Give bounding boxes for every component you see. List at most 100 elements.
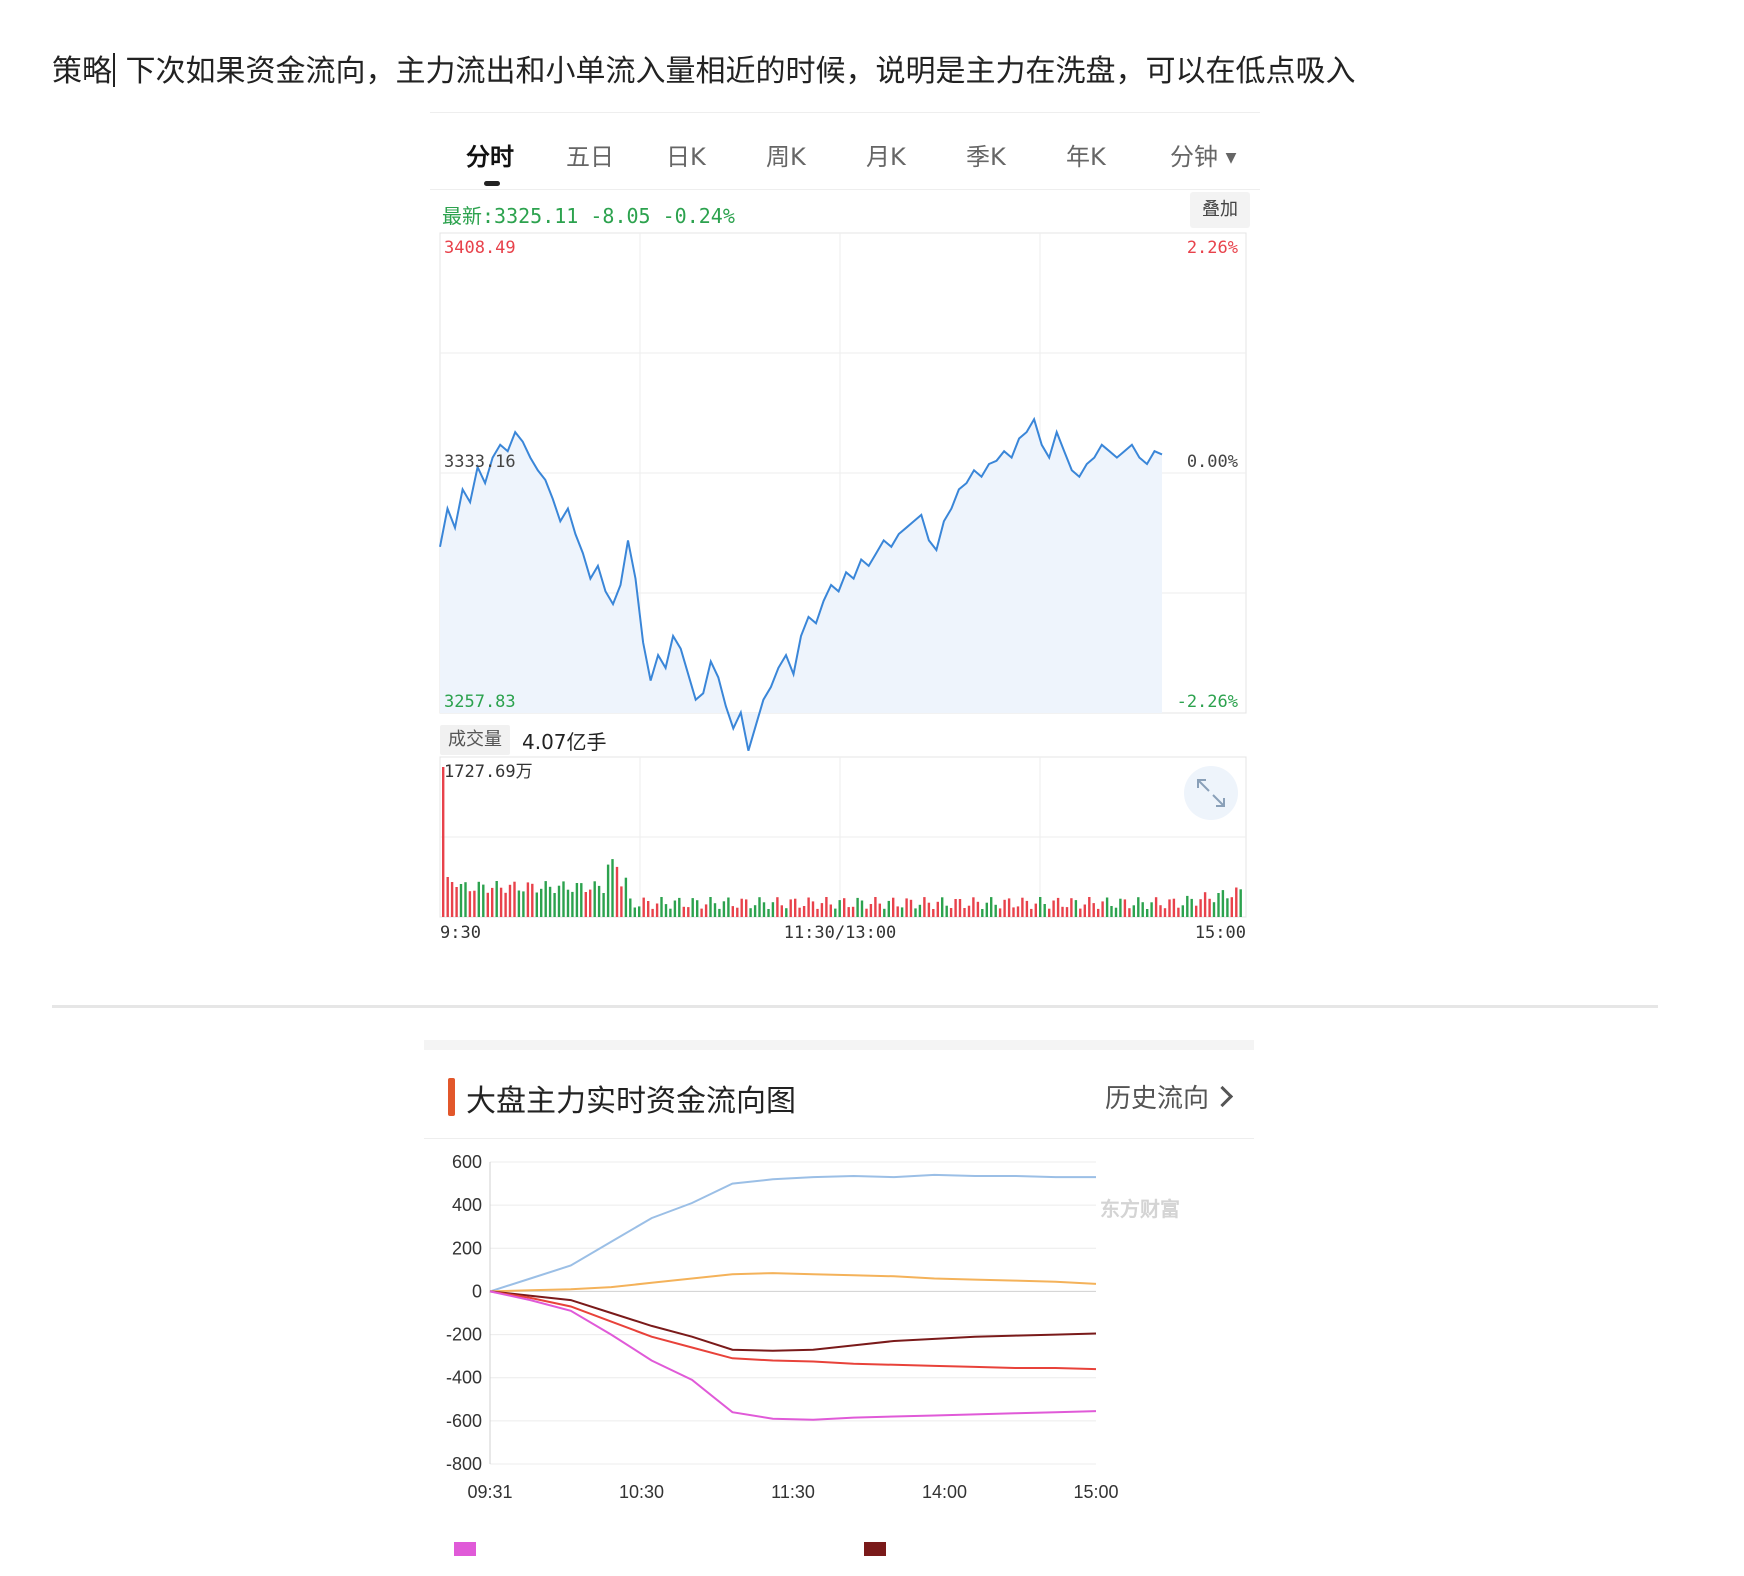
volume-bar: [1146, 909, 1149, 917]
y-tick-label: -400: [446, 1368, 482, 1388]
volume-bar: [1048, 908, 1051, 917]
flow-title: 大盘主力实时资金流向图: [466, 1084, 796, 1119]
volume-bar: [522, 891, 525, 917]
price-mid-label: 3333.16: [444, 452, 516, 472]
volume-bar: [1052, 900, 1055, 917]
time-end-label: 15:00: [1195, 923, 1246, 942]
tab-weekly-k[interactable]: 周K: [766, 143, 806, 171]
expand-button[interactable]: [1184, 766, 1238, 820]
x-tick-label: 10:30: [619, 1482, 664, 1502]
volume-bar: [811, 901, 815, 917]
volume-bar: [660, 897, 663, 917]
volume-bar: [499, 887, 503, 917]
text-cursor: [113, 53, 115, 87]
latest-quote: 最新:3325.11 -8.05 -0.24%: [442, 204, 735, 228]
volume-bar: [504, 892, 507, 917]
strategy-note: 策略 下次如果资金流向，主力流出和小单流入量相近的时候，说明是主力在洗盘，可以在…: [52, 46, 1356, 90]
y-tick-label: 600: [452, 1152, 482, 1172]
volume-bar: [495, 881, 498, 917]
volume-bar: [1150, 902, 1153, 917]
flow-series-line: [489, 1290, 1097, 1421]
volume-bar: [976, 901, 980, 917]
volume-bar: [941, 897, 944, 917]
volume-bar: [1235, 887, 1238, 917]
volume-bar: [843, 898, 846, 917]
tab-intraday[interactable]: 分时: [466, 143, 514, 171]
overlay-button[interactable]: 叠加: [1190, 192, 1250, 228]
legend-item: [454, 1536, 484, 1561]
volume-bar: [856, 897, 859, 917]
tab-quarterly-k[interactable]: 季K: [966, 143, 1006, 171]
volume-bar: [838, 900, 841, 917]
volume-bar: [1092, 903, 1095, 917]
volume-bar: [1012, 907, 1015, 917]
volume-bar: [1056, 897, 1060, 917]
volume-bar: [1221, 890, 1225, 917]
volume-bar: [1137, 897, 1140, 917]
volume-bar: [593, 881, 596, 917]
volume-bar: [1065, 907, 1069, 917]
price-high-label: 3408.49: [444, 238, 516, 258]
volume-bar: [687, 907, 690, 917]
volume-bar: [544, 881, 547, 917]
volume-bar: [847, 907, 850, 917]
volume-bar: [638, 906, 641, 917]
volume-bar: [949, 908, 953, 917]
volume-bar: [1226, 898, 1229, 917]
volume-bar: [647, 901, 650, 917]
volume-bar: [468, 891, 472, 917]
volume-bar: [513, 881, 516, 917]
history-flow-link[interactable]: 历史流向: [1104, 1078, 1234, 1115]
volume-tag: 成交量: [440, 725, 510, 755]
history-flow-label: 历史流向: [1104, 1084, 1209, 1114]
volume-bar: [785, 908, 788, 917]
volume-bar: [1159, 905, 1162, 917]
flow-top-strip: [424, 1040, 1254, 1050]
flow-series-line: [489, 1173, 1096, 1293]
volume-bar: [1003, 899, 1006, 917]
tab-monthly-k[interactable]: 月K: [866, 143, 906, 171]
volume-bar: [914, 908, 917, 917]
volume-bar: [985, 902, 988, 917]
volume-bar: [802, 906, 806, 917]
volume-bar: [1114, 907, 1118, 917]
legend: [454, 1536, 1254, 1576]
volume-bar: [557, 885, 561, 917]
volume-bar: [887, 900, 890, 917]
tab-five-day[interactable]: 五日: [566, 143, 614, 171]
volume-bar: [1043, 904, 1046, 917]
volume-bar: [909, 899, 913, 917]
volume-bar: [548, 886, 552, 917]
volume-bar: [767, 909, 770, 917]
tab-yearly-k[interactable]: 年K: [1066, 143, 1106, 171]
volume-bar: [816, 908, 819, 917]
y-tick-label: 200: [452, 1238, 482, 1258]
volume-bar: [477, 881, 480, 917]
price-line: [439, 416, 1163, 751]
tab-daily-k[interactable]: 日K: [666, 143, 706, 171]
volume-bar: [580, 883, 583, 917]
volume-bar: [834, 908, 837, 917]
volume-bar: [798, 907, 801, 917]
volume-bar: [1083, 904, 1086, 917]
volume-bar: [442, 767, 445, 917]
volume-bar: [776, 897, 779, 917]
volume-bar: [865, 908, 868, 917]
volume-bar: [602, 893, 605, 917]
volume-bar: [740, 898, 743, 917]
chevron-down-icon: ▼: [1225, 150, 1237, 166]
volume-bar: [963, 908, 966, 917]
volume-bar: [896, 906, 899, 917]
volume-bar: [540, 888, 543, 917]
volume-bar: [562, 881, 565, 917]
volume-bar: [655, 903, 659, 917]
volume-bar: [696, 900, 699, 917]
tab-minute[interactable]: 分钟 ▼: [1170, 137, 1236, 172]
volume-bar: [1154, 897, 1158, 917]
volume-bar: [446, 877, 449, 917]
volume-bar: [709, 897, 712, 917]
volume-bar: [794, 898, 797, 917]
x-tick-label: 09:31: [467, 1482, 512, 1502]
volume-bar: [482, 884, 485, 917]
volume-bar: [1217, 893, 1220, 917]
